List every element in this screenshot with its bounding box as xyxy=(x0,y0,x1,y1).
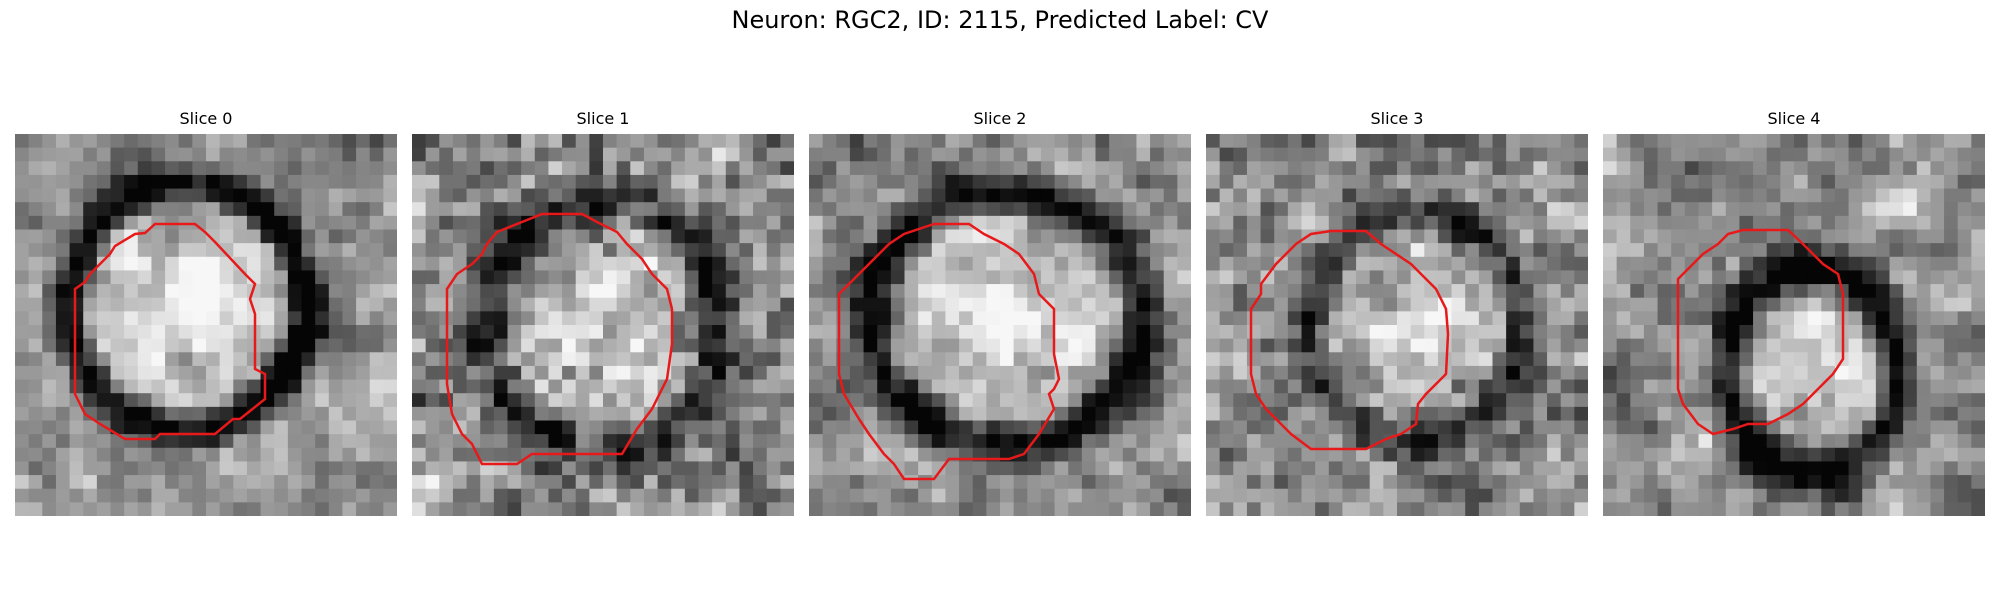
slice-image-0 xyxy=(15,134,397,516)
panel-title-slice-4: Slice 4 xyxy=(1767,109,1821,128)
panel-title-slice-0: Slice 0 xyxy=(179,109,233,128)
panel-title-slice-1: Slice 1 xyxy=(576,109,630,128)
slice-image-4 xyxy=(1603,134,1985,516)
panel-title-slice-3: Slice 3 xyxy=(1370,109,1424,128)
contour-outline-0 xyxy=(73,222,267,441)
slice-image-1 xyxy=(412,134,794,516)
contour-outline-1 xyxy=(445,212,674,466)
contour-outline-2 xyxy=(837,222,1061,481)
contour-outline-3 xyxy=(1249,229,1450,451)
slice-image-3 xyxy=(1206,134,1588,516)
contour-outline-4 xyxy=(1676,228,1845,436)
slice-image-2 xyxy=(809,134,1191,516)
figure-title: Neuron: RGC2, ID: 2115, Predicted Label:… xyxy=(731,6,1269,34)
panel-title-slice-2: Slice 2 xyxy=(973,109,1027,128)
